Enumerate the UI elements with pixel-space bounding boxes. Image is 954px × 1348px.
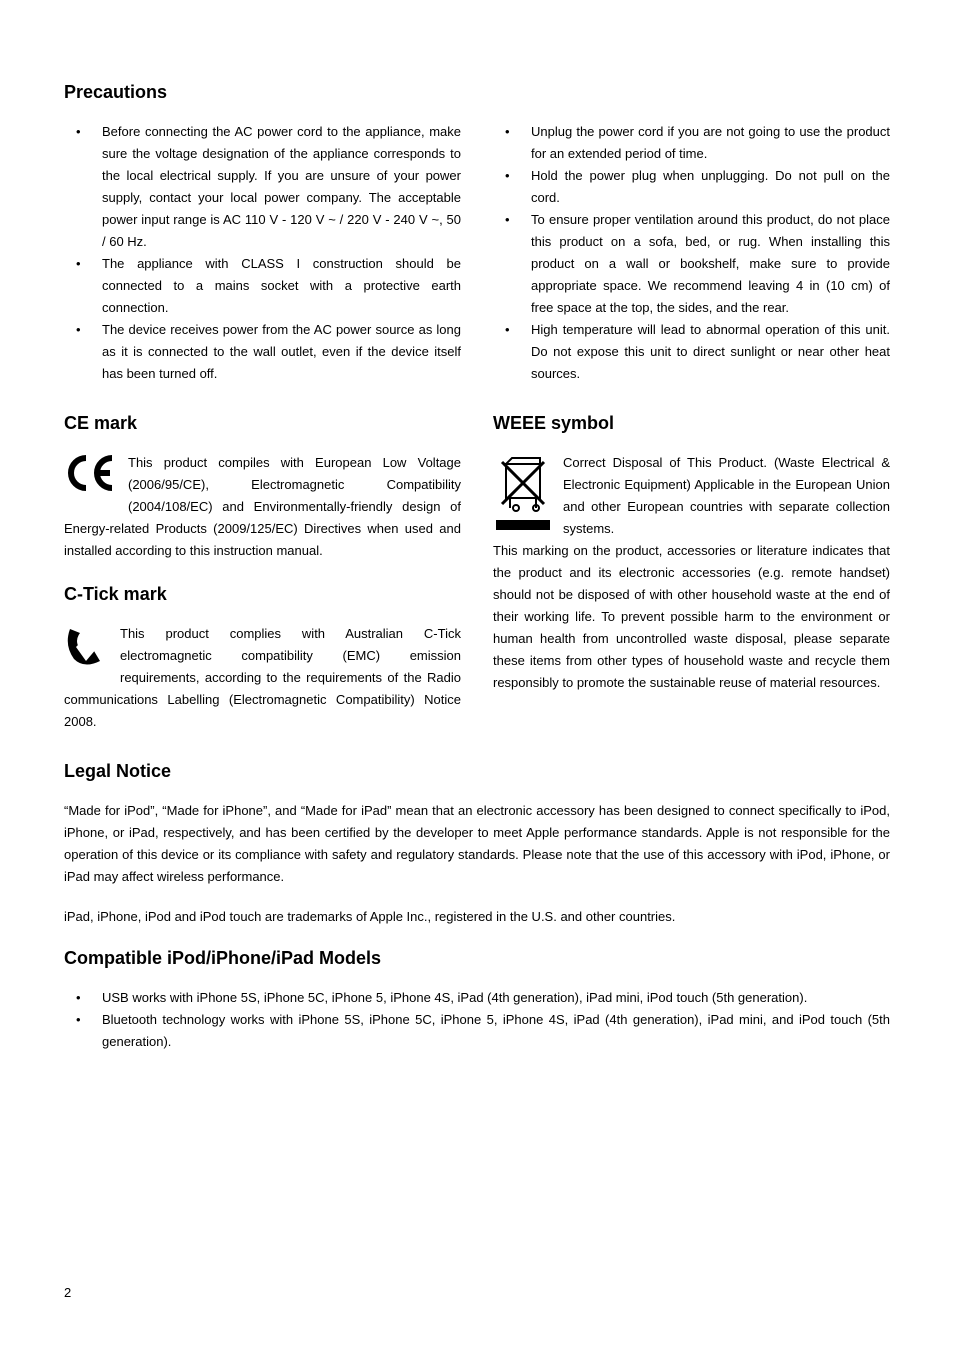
marks-left-col: CE mark This product compiles with Europ…: [64, 413, 461, 733]
precautions-columns: Before connecting the AC power cord to t…: [64, 121, 890, 385]
list-item: Hold the power plug when unplugging. Do …: [493, 165, 890, 209]
precautions-left-col: Before connecting the AC power cord to t…: [64, 121, 461, 385]
list-item: USB works with iPhone 5S, iPhone 5C, iPh…: [64, 987, 890, 1009]
marks-row: CE mark This product compiles with Europ…: [64, 413, 890, 733]
ctick-text: This product complies with Australian C-…: [64, 626, 461, 729]
compat-heading: Compatible iPod/iPhone/iPad Models: [64, 948, 890, 969]
weee-heading: WEEE symbol: [493, 413, 890, 434]
weee-intro: Correct Disposal of This Product. (Waste…: [563, 455, 890, 536]
legal-p1: “Made for iPod”, “Made for iPhone”, and …: [64, 800, 890, 888]
marks-right-col: WEEE symbol Correct Disposal o: [493, 413, 890, 733]
legal-p2: iPad, iPhone, iPod and iPod touch are tr…: [64, 906, 890, 928]
list-item: High temperature will lead to abnormal o…: [493, 319, 890, 385]
precautions-section: Precautions Before connecting the AC pow…: [64, 82, 890, 385]
list-item: Unplug the power cord if you are not goi…: [493, 121, 890, 165]
ce-heading: CE mark: [64, 413, 461, 434]
precautions-right-col: Unplug the power cord if you are not goi…: [493, 121, 890, 385]
list-item: The appliance with CLASS I construction …: [64, 253, 461, 319]
weee-bar-icon: [496, 520, 550, 530]
ctick-body: This product complies with Australian C-…: [64, 623, 461, 733]
legal-section: Legal Notice “Made for iPod”, “Made for …: [64, 761, 890, 928]
ctick-heading: C-Tick mark: [64, 584, 461, 605]
list-item: Bluetooth technology works with iPhone 5…: [64, 1009, 890, 1053]
ce-body: This product compiles with European Low …: [64, 452, 461, 562]
precautions-left-list: Before connecting the AC power cord to t…: [64, 121, 461, 385]
precautions-heading: Precautions: [64, 82, 890, 103]
ctick-section: C-Tick mark This product complies with A…: [64, 584, 461, 733]
weee-body: Correct Disposal of This Product. (Waste…: [493, 452, 890, 694]
ce-mark-icon: [64, 454, 118, 499]
legal-heading: Legal Notice: [64, 761, 890, 782]
page-number: 2: [64, 1285, 71, 1300]
list-item: To ensure proper ventilation around this…: [493, 209, 890, 319]
ce-text: This product compiles with European Low …: [64, 455, 461, 558]
weee-section: WEEE symbol Correct Disposal o: [493, 413, 890, 694]
list-item: Before connecting the AC power cord to t…: [64, 121, 461, 253]
ce-section: CE mark This product compiles with Europ…: [64, 413, 461, 562]
precautions-right-list: Unplug the power cord if you are not goi…: [493, 121, 890, 385]
compat-list: USB works with iPhone 5S, iPhone 5C, iPh…: [64, 987, 890, 1053]
weee-icon: [493, 454, 553, 530]
ctick-icon: [64, 625, 110, 674]
compat-section: Compatible iPod/iPhone/iPad Models USB w…: [64, 948, 890, 1053]
list-item: The device receives power from the AC po…: [64, 319, 461, 385]
weee-full-text: This marking on the product, accessories…: [493, 543, 890, 690]
